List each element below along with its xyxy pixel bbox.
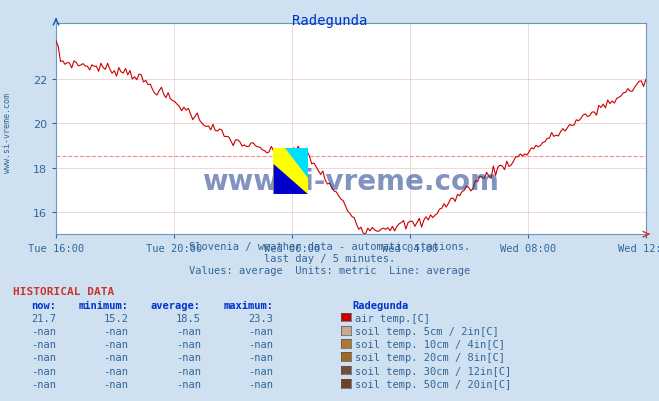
Text: HISTORICAL DATA: HISTORICAL DATA [13, 287, 115, 297]
Text: -nan: -nan [248, 326, 273, 336]
Text: soil temp. 10cm / 4in[C]: soil temp. 10cm / 4in[C] [355, 339, 505, 349]
Text: -nan: -nan [31, 339, 56, 349]
Text: 21.7: 21.7 [31, 313, 56, 323]
Text: -nan: -nan [176, 379, 201, 389]
Text: minimum:: minimum: [78, 301, 129, 311]
Text: Values: average  Units: metric  Line: average: Values: average Units: metric Line: aver… [189, 265, 470, 275]
Text: -nan: -nan [176, 366, 201, 376]
Text: -nan: -nan [248, 352, 273, 363]
Polygon shape [273, 164, 308, 194]
Text: -nan: -nan [176, 339, 201, 349]
Text: soil temp. 30cm / 12in[C]: soil temp. 30cm / 12in[C] [355, 366, 511, 376]
Text: last day / 5 minutes.: last day / 5 minutes. [264, 253, 395, 263]
Text: -nan: -nan [31, 379, 56, 389]
Text: soil temp. 5cm / 2in[C]: soil temp. 5cm / 2in[C] [355, 326, 499, 336]
Text: soil temp. 20cm / 8in[C]: soil temp. 20cm / 8in[C] [355, 352, 505, 363]
Text: average:: average: [151, 301, 201, 311]
Text: maximum:: maximum: [223, 301, 273, 311]
Text: -nan: -nan [31, 352, 56, 363]
Text: now:: now: [31, 301, 56, 311]
Text: Radegunda: Radegunda [292, 14, 367, 28]
Text: -nan: -nan [248, 366, 273, 376]
Text: -nan: -nan [103, 366, 129, 376]
Text: www.si-vreme.com: www.si-vreme.com [3, 92, 13, 172]
Text: Slovenia / weather data - automatic stations.: Slovenia / weather data - automatic stat… [189, 241, 470, 251]
Text: air temp.[C]: air temp.[C] [355, 313, 430, 323]
Text: soil temp. 50cm / 20in[C]: soil temp. 50cm / 20in[C] [355, 379, 511, 389]
Polygon shape [285, 148, 308, 178]
Text: www.si-vreme.com: www.si-vreme.com [202, 168, 500, 196]
Text: 15.2: 15.2 [103, 313, 129, 323]
Text: 18.5: 18.5 [176, 313, 201, 323]
Text: -nan: -nan [31, 366, 56, 376]
Text: -nan: -nan [103, 326, 129, 336]
Text: -nan: -nan [176, 352, 201, 363]
Text: -nan: -nan [103, 379, 129, 389]
Text: -nan: -nan [176, 326, 201, 336]
Text: -nan: -nan [103, 352, 129, 363]
Text: Radegunda: Radegunda [353, 301, 409, 311]
Text: -nan: -nan [103, 339, 129, 349]
Text: 23.3: 23.3 [248, 313, 273, 323]
Text: -nan: -nan [248, 379, 273, 389]
Text: -nan: -nan [248, 339, 273, 349]
Text: -nan: -nan [31, 326, 56, 336]
